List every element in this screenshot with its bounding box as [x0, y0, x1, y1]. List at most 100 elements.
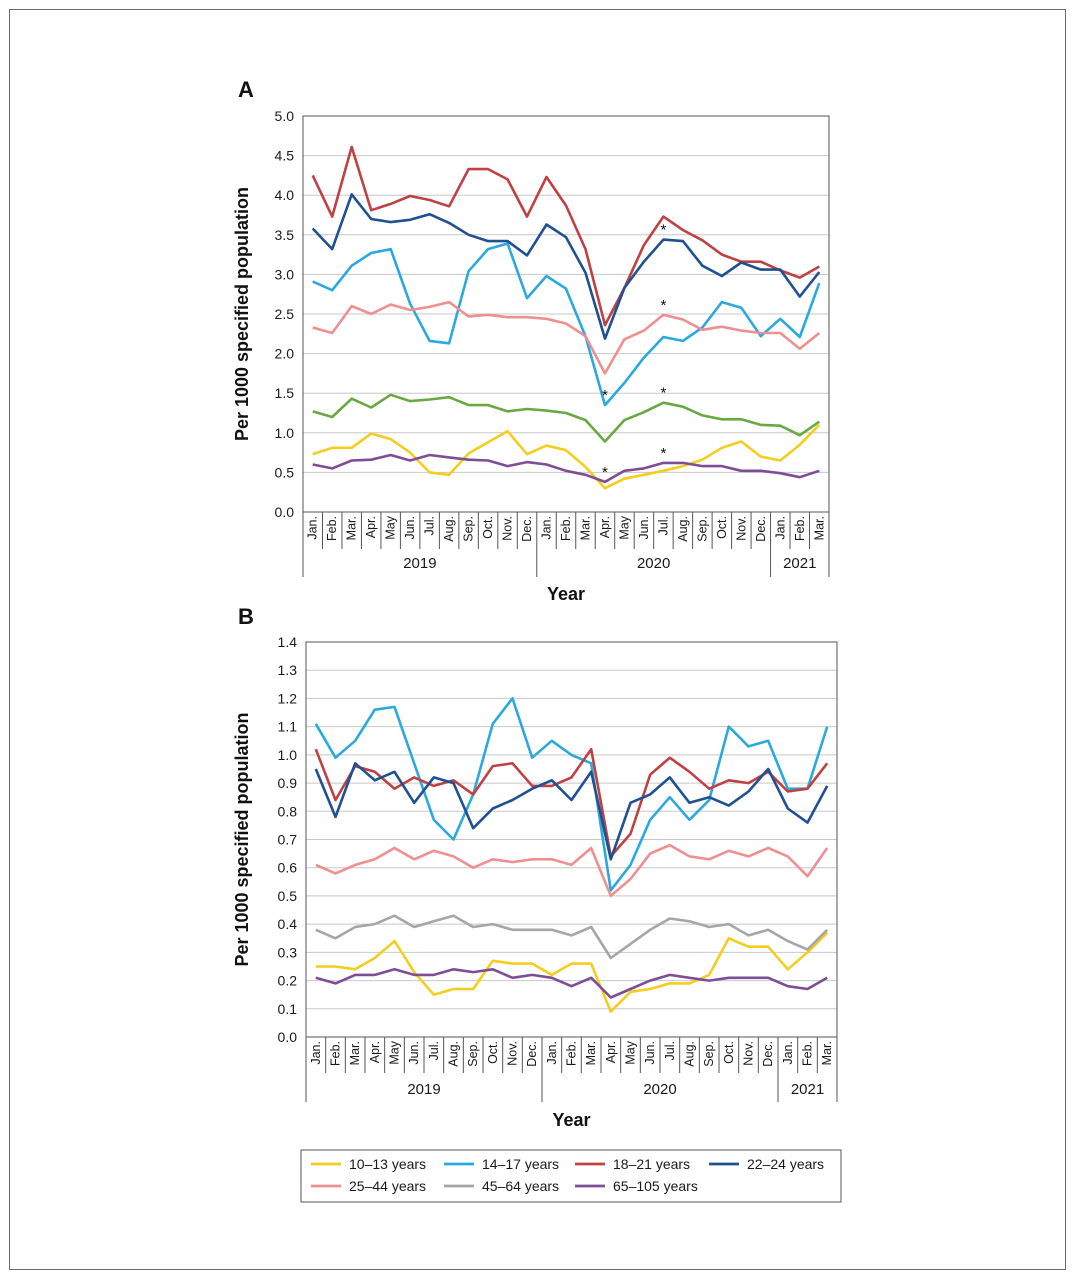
legend-label: 25–44 years	[349, 1178, 426, 1194]
y-tick-label: 3.5	[275, 227, 295, 243]
legend-label: 45–64 years	[482, 1178, 559, 1194]
y-tick-label: 4.5	[275, 148, 295, 164]
x-axis-title: Year	[547, 584, 585, 604]
legend-label: 22–24 years	[747, 1156, 824, 1172]
plot-area	[302, 115, 830, 513]
x-tick-label: Nov.	[734, 516, 748, 541]
y-tick-label: 1.3	[278, 662, 298, 678]
y-tick-label: 1.2	[278, 690, 298, 706]
x-tick-label: Nov.	[742, 1041, 756, 1066]
y-tick-label: 0.0	[278, 1029, 298, 1045]
legend-label: 14–17 years	[482, 1156, 559, 1172]
x-tick-label: Jan.	[545, 1041, 559, 1065]
chart-panel-b: B 0.0 0.1 0.2 0.3 0.4 0.5 0.6 0.7 0.8 0.9 1.0 1.1 1.2…	[232, 604, 838, 1130]
x-tick-label: Dec.	[754, 516, 768, 542]
x-tick-label: Nov.	[501, 516, 515, 541]
x-tick-label: Oct.	[715, 516, 729, 539]
x-tick-label: Dec.	[525, 1041, 539, 1067]
series-line	[314, 761, 829, 861]
x-tick-label: Aug.	[676, 516, 690, 542]
x-tick-label: Jan.	[306, 516, 320, 540]
x-tick-label: Mar.	[820, 1041, 834, 1065]
x-tick-label: Dec.	[520, 516, 534, 542]
x-tick-label: Mar.	[812, 516, 826, 540]
x-tick-label: Apr.	[368, 1041, 382, 1063]
legend-label: 65–105 years	[613, 1178, 698, 1194]
x-tick-label: Jun.	[403, 516, 417, 540]
legend-label: 18–21 years	[613, 1156, 690, 1172]
x-tick-label: Jun.	[407, 1041, 421, 1065]
series-line	[311, 193, 821, 340]
x-tick-label: Mar.	[348, 1041, 362, 1065]
y-tick-label: 0.3	[278, 944, 298, 960]
y-tick-label: 0.4	[278, 916, 298, 932]
x-tick-label: Jan.	[781, 1041, 795, 1065]
significance-marker: *	[660, 297, 666, 314]
series-line	[312, 453, 820, 484]
y-tick-label: 0.5	[278, 888, 298, 904]
y-tick-label: 1.5	[275, 385, 295, 401]
series-line	[312, 423, 821, 490]
figure-frame	[9, 9, 1066, 1270]
series-line	[311, 145, 820, 327]
series-line	[312, 300, 821, 375]
x-axis-title: Year	[552, 1110, 590, 1130]
x-tick-label: Mar.	[578, 516, 592, 540]
x-tick-label: May	[388, 1040, 402, 1064]
y-tick-label: 0.9	[278, 775, 298, 791]
x-tick-label: Oct.	[481, 516, 495, 539]
x-tick-label: Oct.	[486, 1041, 500, 1064]
panel-label: A	[238, 77, 254, 102]
y-tick-label: 1.0	[275, 425, 295, 441]
year-label: 2020	[637, 555, 670, 572]
x-tick-label: Sep.	[466, 1041, 480, 1067]
significance-marker: *	[660, 385, 666, 402]
x-tick-label: Jun.	[637, 516, 651, 540]
series-line	[314, 747, 829, 858]
y-tick-label: 0.5	[275, 464, 295, 480]
x-tick-label: Jun.	[643, 1041, 657, 1065]
x-tick-label: Apr.	[604, 1041, 618, 1063]
y-tick-label: 0.6	[278, 860, 298, 876]
year-label: 2020	[643, 1081, 676, 1098]
x-tick-label: Nov.	[506, 1041, 520, 1066]
x-tick-label: Feb.	[793, 516, 807, 541]
significance-marker: *	[602, 464, 608, 481]
x-tick-label: Jul.	[423, 516, 437, 535]
x-tick-label: May	[624, 1040, 638, 1064]
x-tick-label: Sep.	[695, 516, 709, 542]
x-tick-label: Feb.	[565, 1041, 579, 1066]
x-tick-label: Apr.	[598, 516, 612, 538]
series-line	[315, 914, 829, 960]
series-line	[315, 931, 829, 1013]
x-tick-label: Jan.	[773, 516, 787, 540]
significance-marker: *	[660, 222, 666, 239]
year-label: 2021	[783, 555, 816, 572]
y-axis-title: Per 1000 specified population	[232, 187, 252, 441]
x-tick-label: Sep.	[462, 516, 476, 542]
year-label: 2021	[791, 1081, 824, 1098]
y-tick-label: 0.8	[278, 803, 298, 819]
series-line	[312, 393, 821, 443]
x-tick-label: Mar.	[584, 1041, 598, 1065]
legend-label: 10–13 years	[349, 1156, 426, 1172]
significance-marker: *	[660, 445, 666, 462]
x-tick-label: Feb.	[801, 1041, 815, 1066]
y-tick-label: 1.1	[278, 719, 298, 735]
y-tick-label: 0.1	[278, 1001, 298, 1017]
legend-box	[300, 1149, 842, 1203]
x-tick-label: Aug.	[447, 1041, 461, 1067]
significance-marker: *	[602, 387, 608, 404]
x-tick-label: Jul.	[427, 1041, 441, 1060]
y-tick-label: 2.0	[275, 346, 295, 362]
x-tick-label: Aug.	[683, 1041, 697, 1067]
series-line	[315, 967, 828, 999]
series-line	[314, 697, 829, 892]
x-tick-label: May	[384, 515, 398, 539]
series-line	[315, 843, 829, 898]
x-tick-label: Apr.	[364, 516, 378, 538]
year-label: 2019	[407, 1081, 440, 1098]
x-tick-label: Jul.	[663, 1041, 677, 1060]
x-tick-label: Jan.	[540, 516, 554, 540]
y-tick-label: 1.0	[278, 747, 298, 763]
